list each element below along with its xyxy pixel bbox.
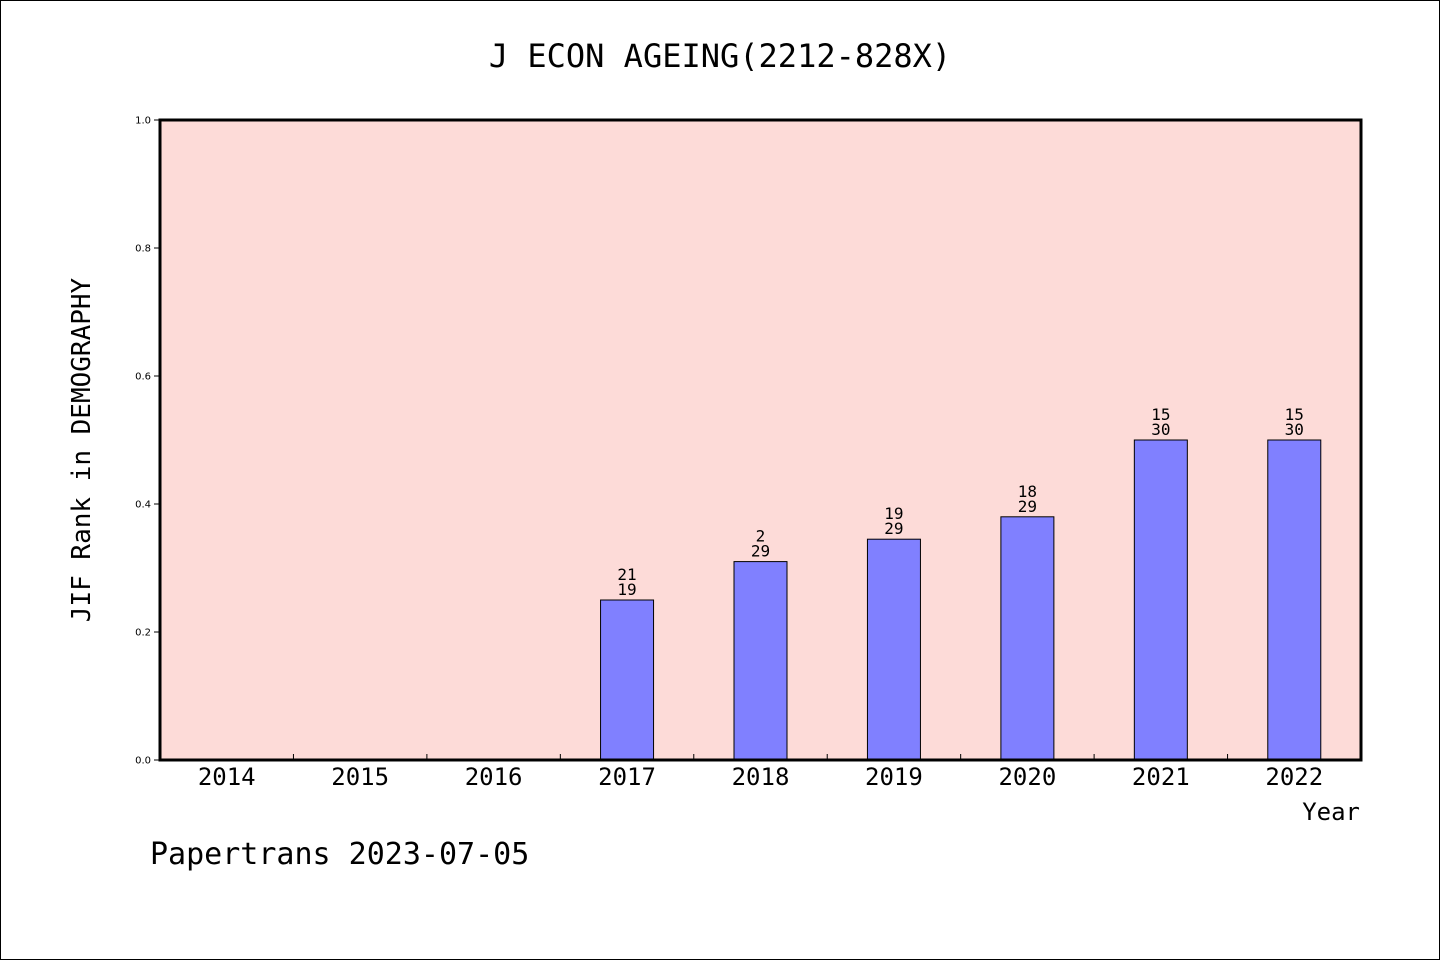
bar-label-top-2018: 2 xyxy=(756,527,766,546)
bar-label-top-2022: 15 xyxy=(1285,405,1304,424)
bar-label-bottom-2021: 30 xyxy=(1151,420,1170,439)
bar-label-bottom-2020: 29 xyxy=(1018,497,1037,516)
bar-2021 xyxy=(1133,439,1188,761)
x-tick-label-2020: 2020 xyxy=(998,763,1056,791)
footer-credit: Papertrans 2023-07-05 xyxy=(150,837,529,872)
y-tick-label-1.0: 1.0 xyxy=(135,116,151,127)
bar-2022 xyxy=(1267,439,1322,761)
bar-label-bottom-2019: 29 xyxy=(884,519,903,538)
x-tick-label-2019: 2019 xyxy=(865,763,923,791)
bar-label-bottom-2018: 29 xyxy=(751,542,770,561)
x-tick-label-2022: 2022 xyxy=(1265,763,1323,791)
x-tick-label-2014: 2014 xyxy=(198,763,256,791)
y-tick-label-0.6: 0.6 xyxy=(135,372,151,383)
bar-label-top-2020: 18 xyxy=(1018,482,1037,501)
bar-label-bottom-2017: 19 xyxy=(617,580,636,599)
y-axis-label: JIF Rank in DEMOGRAPHY xyxy=(67,277,97,622)
bar-2018 xyxy=(733,561,788,761)
x-tick-label-2018: 2018 xyxy=(732,763,790,791)
x-tick-label-2016: 2016 xyxy=(465,763,523,791)
x-tick-label-2017: 2017 xyxy=(598,763,656,791)
y-tick-label-0.8: 0.8 xyxy=(135,244,151,255)
bar-label-bottom-2022: 30 xyxy=(1285,420,1304,439)
y-tick-label-0.4: 0.4 xyxy=(135,500,151,511)
bar-2020 xyxy=(1000,516,1055,761)
bar-2019 xyxy=(866,538,921,761)
chart-title: J ECON AGEING(2212-828X) xyxy=(489,37,951,75)
bar-2017 xyxy=(600,599,655,761)
bar-label-top-2017: 21 xyxy=(617,565,636,584)
x-tick-label-2015: 2015 xyxy=(331,763,389,791)
bar-label-top-2021: 15 xyxy=(1151,405,1170,424)
bars xyxy=(600,439,1322,761)
x-axis: 2014 2015 2016 2017 2018 2019 2020 2021 2022 xyxy=(198,754,1323,791)
x-tick-label-2021: 2021 xyxy=(1132,763,1190,791)
bar-label-top-2019: 19 xyxy=(884,504,903,523)
y-tick-label-0.2: 0.2 xyxy=(135,628,151,639)
x-axis-label: Year xyxy=(1302,798,1360,826)
plot-border xyxy=(158,118,1363,762)
y-axis: 0.0 0.2 0.4 0.6 0.8 1.0 xyxy=(135,116,160,767)
y-tick-label-0.0: 0.0 xyxy=(135,756,151,767)
